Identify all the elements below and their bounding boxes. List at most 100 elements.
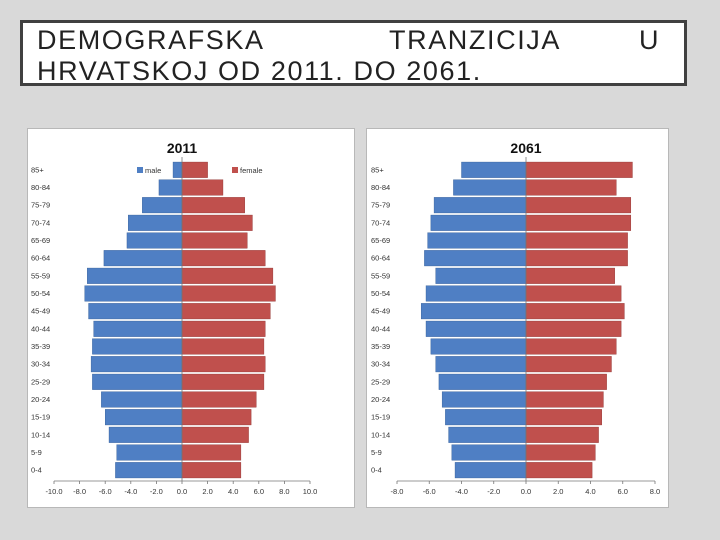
chart-title-2011: 2011 xyxy=(167,140,198,156)
bar-female-2011-85+ xyxy=(181,161,208,178)
bar-male-2011-15-19 xyxy=(104,409,183,426)
category-label-2011-10-14: 10-14 xyxy=(31,430,50,439)
bar-male-2011-45-49 xyxy=(88,303,183,320)
bar-female-2061-50-54 xyxy=(525,285,622,302)
x-tick-label-2061: -4.0 xyxy=(455,487,468,496)
category-label-2011-80-84: 80-84 xyxy=(31,183,50,192)
category-label-2011-20-24: 20-24 xyxy=(31,395,50,404)
bar-male-2061-65-69 xyxy=(427,232,527,249)
bar-female-2061-15-19 xyxy=(525,409,602,426)
bar-female-2011-0-4 xyxy=(181,462,242,479)
bar-male-2061-25-29 xyxy=(438,373,527,390)
category-label-2011-0-4: 0-4 xyxy=(31,466,42,475)
category-label-2011-65-69: 65-69 xyxy=(31,236,50,245)
bar-male-2011-35-39 xyxy=(92,338,183,355)
category-label-2011-35-39: 35-39 xyxy=(31,342,50,351)
bar-female-2061-10-14 xyxy=(525,426,599,443)
bar-male-2061-0-4 xyxy=(454,462,527,479)
bar-female-2011-20-24 xyxy=(181,391,257,408)
bar-female-2011-40-44 xyxy=(181,320,266,337)
bar-male-2061-80-84 xyxy=(453,179,527,196)
category-label-2011-75-79: 75-79 xyxy=(31,201,50,210)
category-label-2061-40-44: 40-44 xyxy=(371,324,390,333)
slide-title-word-2: TRANZICIJA xyxy=(389,25,562,55)
x-tick-label-2011: -10.0 xyxy=(45,487,62,496)
category-label-2061-80-84: 80-84 xyxy=(371,183,390,192)
x-tick-label-2061: -6.0 xyxy=(423,487,436,496)
x-tick-label-2061: 2.0 xyxy=(553,487,563,496)
bar-female-2011-25-29 xyxy=(181,373,265,390)
category-label-2011-70-74: 70-74 xyxy=(31,218,50,227)
bar-male-2011-55-59 xyxy=(87,267,183,284)
bar-female-2011-35-39 xyxy=(181,338,265,355)
category-label-2011-15-19: 15-19 xyxy=(31,413,50,422)
category-label-2061-50-54: 50-54 xyxy=(371,289,390,298)
category-label-2061-15-19: 15-19 xyxy=(371,413,390,422)
bar-female-2061-45-49 xyxy=(525,303,625,320)
bar-male-2061-45-49 xyxy=(420,303,527,320)
bar-male-2011-30-34 xyxy=(90,356,183,373)
bar-female-2011-5-9 xyxy=(181,444,242,461)
bar-male-2011-85+ xyxy=(172,161,183,178)
category-label-2011-85+: 85+ xyxy=(31,165,44,174)
bar-female-2061-70-74 xyxy=(525,214,632,231)
bar-female-2061-30-34 xyxy=(525,356,612,373)
bar-male-2011-25-29 xyxy=(92,373,183,390)
category-label-2011-50-54: 50-54 xyxy=(31,289,50,298)
bar-female-2061-60-64 xyxy=(525,250,628,267)
bar-male-2061-85+ xyxy=(461,161,527,178)
bar-female-2011-50-54 xyxy=(181,285,276,302)
x-tick-label-2011: 0.0 xyxy=(177,487,187,496)
category-label-2061-30-34: 30-34 xyxy=(371,360,390,369)
x-tick-label-2011: -8.0 xyxy=(73,487,86,496)
bar-female-2011-10-14 xyxy=(181,426,249,443)
bar-female-2061-5-9 xyxy=(525,444,596,461)
x-tick-label-2061: -8.0 xyxy=(391,487,404,496)
bar-male-2011-80-84 xyxy=(158,179,183,196)
bar-male-2011-10-14 xyxy=(108,426,183,443)
bar-female-2061-75-79 xyxy=(525,197,632,214)
bar-female-2011-15-19 xyxy=(181,409,252,426)
category-label-2061-25-29: 25-29 xyxy=(371,377,390,386)
chart-title-2061: 2061 xyxy=(510,140,541,156)
bar-male-2061-5-9 xyxy=(451,444,527,461)
x-tick-label-2011: 10.0 xyxy=(303,487,318,496)
bar-male-2061-55-59 xyxy=(435,267,527,284)
bar-female-2011-80-84 xyxy=(181,179,224,196)
category-label-2061-35-39: 35-39 xyxy=(371,342,390,351)
bar-male-2011-20-24 xyxy=(101,391,183,408)
legend-female-swatch xyxy=(232,167,238,173)
category-label-2061-45-49: 45-49 xyxy=(371,307,390,316)
x-tick-label-2061: 8.0 xyxy=(650,487,660,496)
bar-male-2011-65-69 xyxy=(126,232,183,249)
category-label-2011-60-64: 60-64 xyxy=(31,254,50,263)
x-tick-label-2061: 4.0 xyxy=(585,487,595,496)
bar-female-2061-35-39 xyxy=(525,338,617,355)
x-tick-label-2011: 8.0 xyxy=(279,487,289,496)
pyramid-2061-panel: 2061 85+ 80-84 75-79 70-74 65-69 60-64 55-59 50-… xyxy=(366,128,669,508)
legend-male-swatch xyxy=(137,167,143,173)
bar-female-2011-30-34 xyxy=(181,356,266,373)
bar-male-2011-0-4 xyxy=(115,462,183,479)
pyramid-2011-panel: 2011 male female 85+ 80-84 75-79 70-74 65-69 60-… xyxy=(27,128,355,508)
category-label-2011-40-44: 40-44 xyxy=(31,324,50,333)
bar-male-2061-10-14 xyxy=(448,426,527,443)
category-label-2061-10-14: 10-14 xyxy=(371,430,390,439)
legend-male-label: male xyxy=(145,166,161,175)
category-label-2011-5-9: 5-9 xyxy=(31,448,42,457)
bar-female-2061-0-4 xyxy=(525,462,593,479)
bar-female-2061-80-84 xyxy=(525,179,617,196)
bar-female-2061-25-29 xyxy=(525,373,607,390)
category-label-2011-30-34: 30-34 xyxy=(31,360,50,369)
category-label-2061-65-69: 65-69 xyxy=(371,236,390,245)
bar-female-2011-45-49 xyxy=(181,303,271,320)
bar-male-2061-50-54 xyxy=(425,285,527,302)
x-tick-label-2011: 6.0 xyxy=(254,487,264,496)
pyramid-2011-chart: 2011 male female 85+ 80-84 75-79 70-74 65-69 60-… xyxy=(31,140,318,496)
category-label-2061-85+: 85+ xyxy=(371,165,384,174)
category-label-2061-0-4: 0-4 xyxy=(371,466,382,475)
bar-male-2061-40-44 xyxy=(425,320,527,337)
bar-male-2061-70-74 xyxy=(430,214,527,231)
x-tick-label-2061: 6.0 xyxy=(618,487,628,496)
bar-male-2011-5-9 xyxy=(116,444,183,461)
